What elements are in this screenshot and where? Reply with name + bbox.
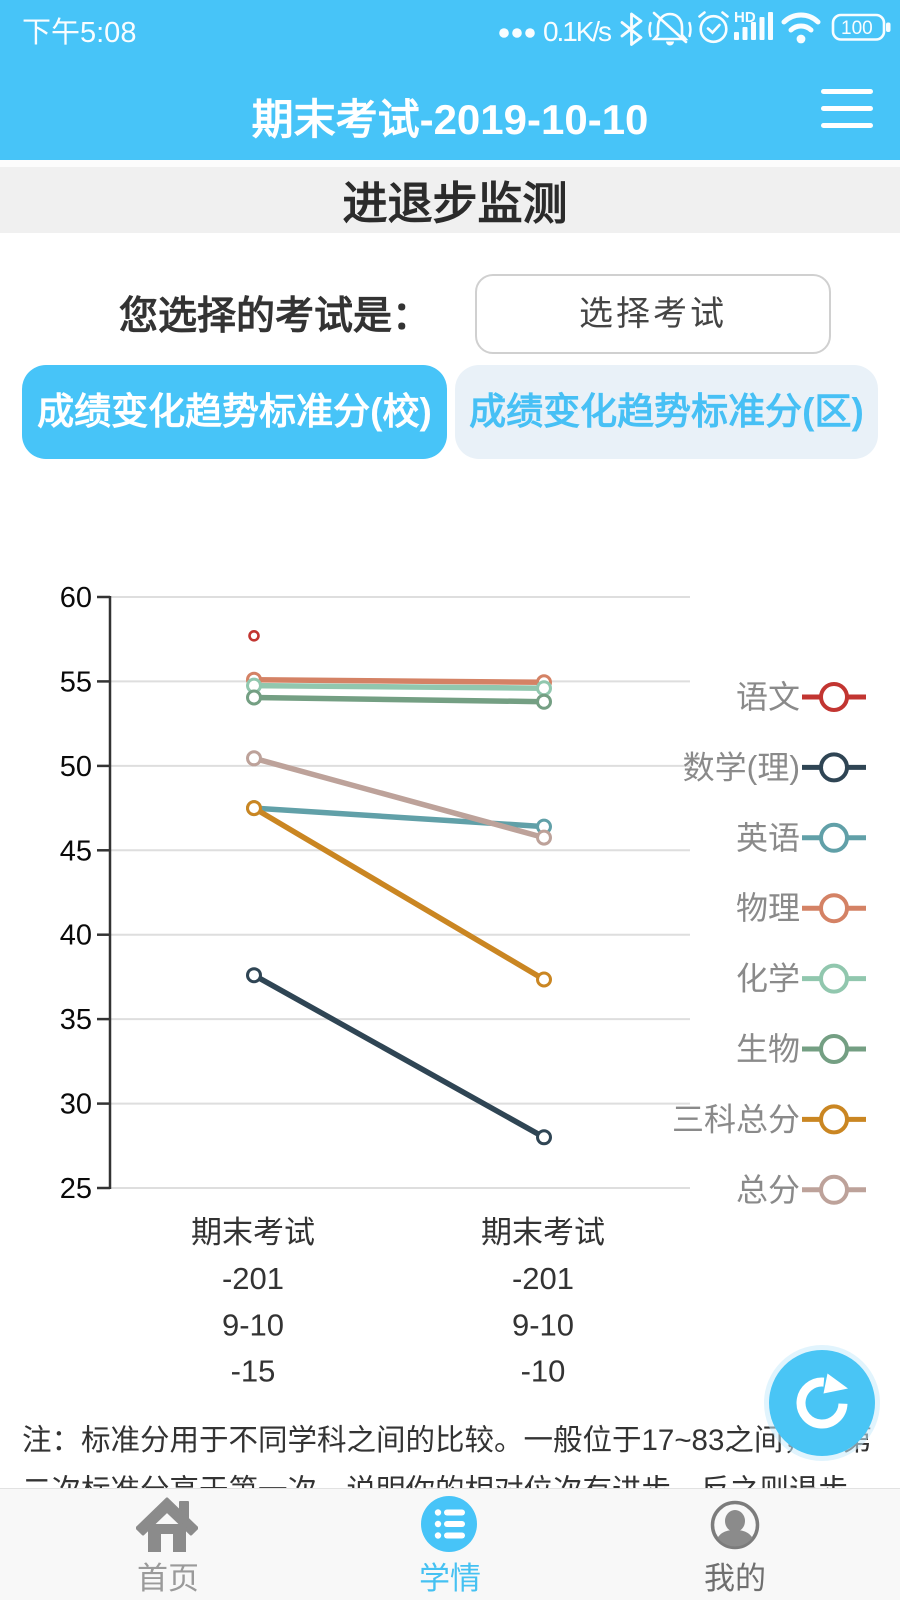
svg-text:35: 35 <box>60 1004 92 1036</box>
svg-text:HD: HD <box>734 9 756 26</box>
svg-text:9-10: 9-10 <box>512 1307 574 1342</box>
svg-text:语文: 语文 <box>736 679 800 715</box>
svg-text:三科总分: 三科总分 <box>672 1101 800 1137</box>
svg-text:30: 30 <box>60 1089 92 1121</box>
svg-text:-201: -201 <box>222 1261 284 1296</box>
svg-text:60: 60 <box>60 582 92 614</box>
svg-text:55: 55 <box>60 666 92 698</box>
svg-text:-201: -201 <box>512 1261 574 1296</box>
svg-text:9-10: 9-10 <box>222 1307 284 1342</box>
svg-text:25: 25 <box>60 1173 92 1205</box>
svg-text:-10: -10 <box>521 1354 566 1389</box>
svg-text:-15: -15 <box>231 1354 276 1389</box>
svg-text:化学: 化学 <box>736 961 800 997</box>
svg-text:40: 40 <box>60 920 92 952</box>
svg-text:50: 50 <box>60 751 92 783</box>
svg-text:生物: 生物 <box>736 1031 800 1067</box>
svg-text:0.1K/s: 0.1K/s <box>543 16 612 47</box>
svg-text:总分: 总分 <box>736 1172 800 1208</box>
svg-text:45: 45 <box>60 835 92 867</box>
svg-text:物理: 物理 <box>736 890 800 926</box>
svg-text:数学(理): 数学(理) <box>683 749 800 785</box>
svg-text:期末考试: 期末考试 <box>481 1215 605 1250</box>
svg-text:期末考试: 期末考试 <box>191 1215 315 1250</box>
svg-text:100: 100 <box>841 18 873 39</box>
svg-text:英语: 英语 <box>736 820 800 856</box>
